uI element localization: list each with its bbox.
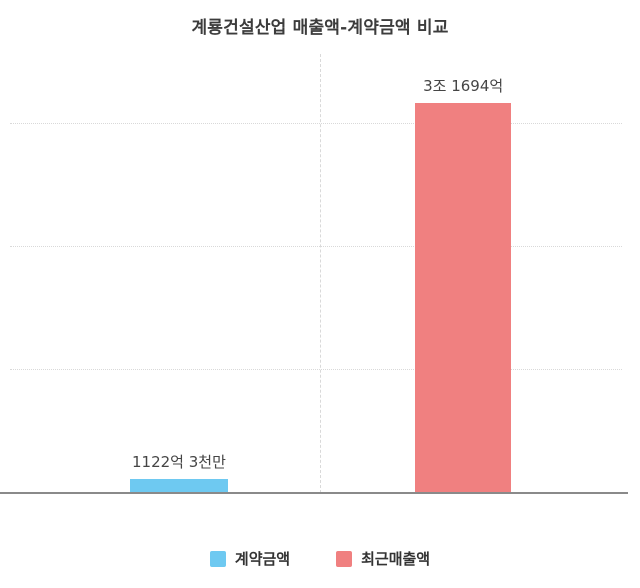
bar-contract-amount bbox=[129, 479, 228, 493]
gridline bbox=[10, 122, 622, 124]
x-axis-line bbox=[0, 492, 628, 494]
bar-group-contract-amount: 1122억 3천만 bbox=[129, 451, 228, 493]
legend: 계약금액 최근매출액 bbox=[0, 548, 640, 569]
vertical-divider-line bbox=[320, 54, 322, 493]
legend-swatch-recent-revenue bbox=[336, 550, 353, 567]
legend-item-recent-revenue: 최근매출액 bbox=[336, 548, 430, 569]
gridline bbox=[10, 368, 622, 370]
bar-recent-revenue bbox=[415, 103, 512, 493]
gridline bbox=[10, 245, 622, 247]
bar-value-label-contract-amount: 1122억 3천만 bbox=[131, 453, 226, 471]
plot-area: 1122억 3천만 3조 1694억 bbox=[0, 50, 628, 494]
legend-item-contract-amount: 계약금액 bbox=[209, 548, 291, 569]
legend-swatch-contract-amount bbox=[209, 550, 226, 567]
bar-group-recent-revenue: 3조 1694억 bbox=[415, 75, 512, 493]
chart-title: 계룡건설산업 매출액-계약금액 비교 bbox=[191, 18, 449, 38]
legend-label-contract-amount: 계약금액 bbox=[234, 550, 291, 568]
bar-value-label-recent-revenue: 3조 1694억 bbox=[423, 77, 504, 95]
legend-label-recent-revenue: 최근매출액 bbox=[361, 550, 431, 568]
